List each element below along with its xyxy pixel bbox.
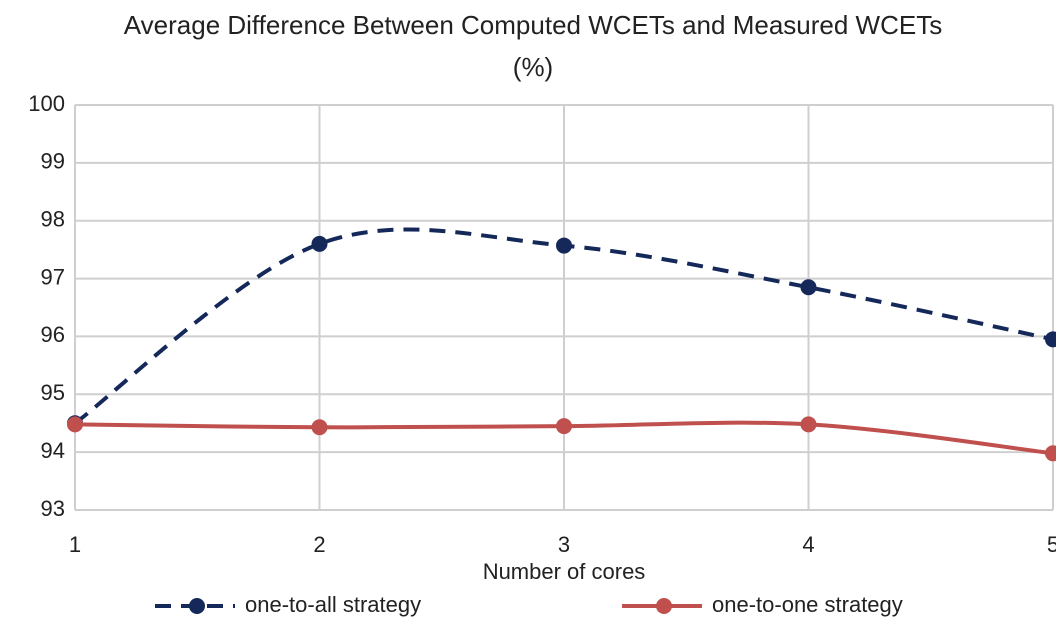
data-point: [311, 419, 328, 436]
data-point: [556, 418, 572, 435]
legend-marker: [189, 598, 205, 614]
data-point: [311, 235, 328, 252]
legend-label: one-to-all strategy: [245, 592, 421, 617]
data-point: [1045, 331, 1056, 348]
data-point: [1045, 445, 1056, 462]
y-tick-label: 97: [41, 264, 65, 289]
x-axis-title: Number of cores: [483, 559, 646, 584]
x-tick-label: 4: [802, 532, 814, 557]
x-tick-label: 1: [69, 532, 81, 557]
y-tick-label: 98: [41, 207, 65, 232]
x-tick-label: 3: [558, 532, 570, 557]
data-point: [800, 279, 817, 296]
y-tick-label: 99: [41, 149, 65, 174]
x-tick-label: 5: [1047, 532, 1056, 557]
y-tick-label: 93: [41, 496, 65, 521]
data-point: [800, 416, 817, 433]
legend-marker: [656, 598, 672, 614]
y-tick-label: 95: [41, 380, 65, 405]
y-tick-label: 100: [28, 91, 65, 116]
y-tick-label: 96: [41, 322, 65, 347]
x-tick-label: 2: [313, 532, 325, 557]
legend-label: one-to-one strategy: [712, 592, 903, 617]
data-point: [67, 416, 83, 433]
chart-title: Average Difference Between Computed WCET…: [123, 10, 943, 82]
y-tick-label: 94: [41, 438, 65, 463]
data-point: [556, 237, 572, 254]
